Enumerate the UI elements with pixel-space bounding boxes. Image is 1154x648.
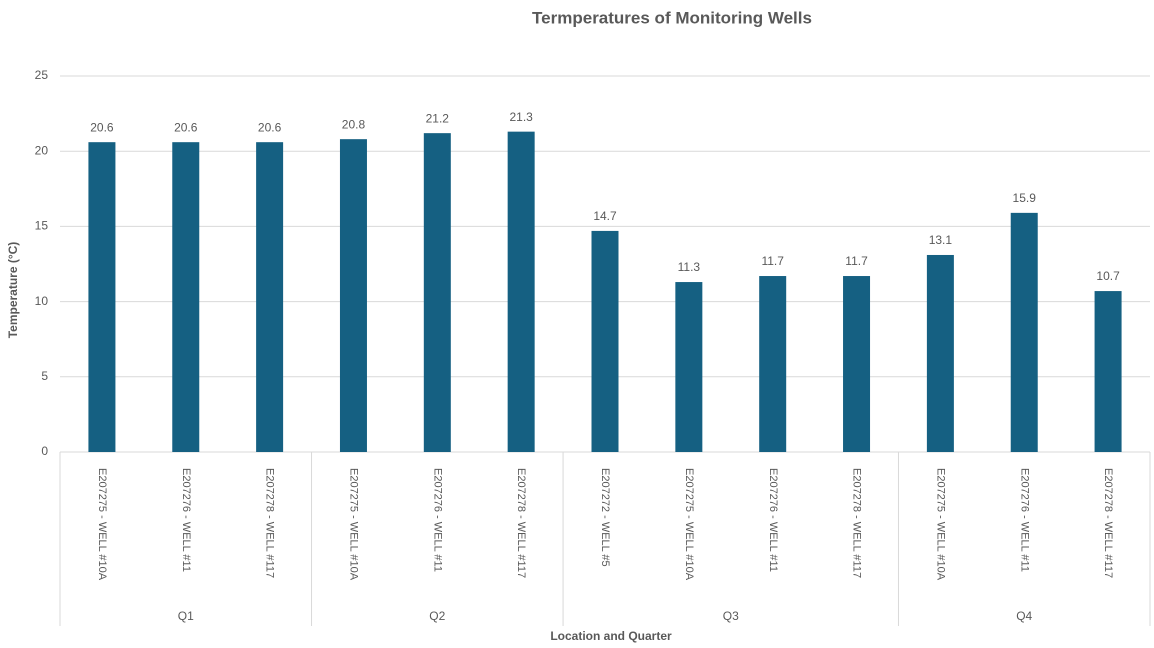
data-label: 15.9 — [1013, 191, 1037, 205]
bar — [926, 254, 954, 452]
data-label: 14.7 — [593, 209, 617, 223]
bar — [675, 282, 703, 452]
x-tick-label: E207276 - WELL #11 — [767, 468, 779, 572]
chart-title: Termperatures of Monitoring Wells — [532, 8, 812, 27]
y-tick-label: 20 — [35, 143, 49, 157]
x-tick-label: E207276 - WELL #11 — [180, 468, 192, 572]
bar — [1094, 291, 1122, 452]
x-tick-label: E207275 - WELL #10A — [348, 468, 360, 581]
data-label: 20.6 — [90, 120, 114, 134]
data-label: 11.3 — [678, 260, 701, 274]
group-label: Q1 — [178, 609, 194, 623]
y-tick-label: 5 — [41, 369, 48, 383]
bar — [172, 142, 200, 452]
data-label: 11.7 — [845, 254, 868, 268]
x-tick-label: E207278 - WELL #117 — [1102, 468, 1114, 578]
bar — [256, 142, 284, 452]
bar — [591, 230, 619, 452]
data-label: 20.6 — [258, 120, 282, 134]
y-tick-label: 0 — [41, 444, 48, 458]
x-tick-label: E207276 - WELL #11 — [431, 468, 443, 572]
bar — [339, 139, 367, 452]
x-tick-label: E207276 - WELL #11 — [1018, 468, 1030, 572]
data-label: 11.7 — [761, 254, 784, 268]
x-tick-label: E207275 - WELL #10A — [96, 468, 108, 581]
x-tick-label: E207278 - WELL #117 — [851, 468, 863, 578]
x-tick-label: E207275 - WELL #10A — [683, 468, 695, 581]
data-label: 21.2 — [426, 111, 450, 125]
y-tick-label: 25 — [35, 68, 49, 82]
bar — [507, 131, 535, 452]
x-tick-label: E207272 - WELL #5 — [599, 468, 611, 567]
data-label: 21.3 — [509, 110, 533, 124]
group-label: Q3 — [723, 609, 739, 623]
data-label: 20.8 — [342, 117, 366, 131]
bar — [1010, 212, 1038, 452]
bar — [843, 276, 871, 452]
y-tick-label: 15 — [35, 219, 49, 233]
x-tick-label: E207278 - WELL #117 — [515, 468, 527, 578]
x-tick-label: E207275 - WELL #10A — [934, 468, 946, 581]
y-axis-title: Temperature (°C) — [6, 242, 20, 339]
x-tick-label: E207278 - WELL #117 — [264, 468, 276, 578]
bar — [423, 133, 451, 453]
data-label: 20.6 — [174, 120, 198, 134]
group-label: Q4 — [1016, 609, 1032, 623]
data-label: 10.7 — [1096, 269, 1120, 283]
group-label: Q2 — [429, 609, 445, 623]
x-axis-title: Location and Quarter — [550, 629, 672, 643]
data-label: 13.1 — [929, 233, 953, 247]
bar — [759, 276, 787, 452]
y-tick-label: 10 — [35, 294, 49, 308]
bar — [88, 142, 116, 452]
